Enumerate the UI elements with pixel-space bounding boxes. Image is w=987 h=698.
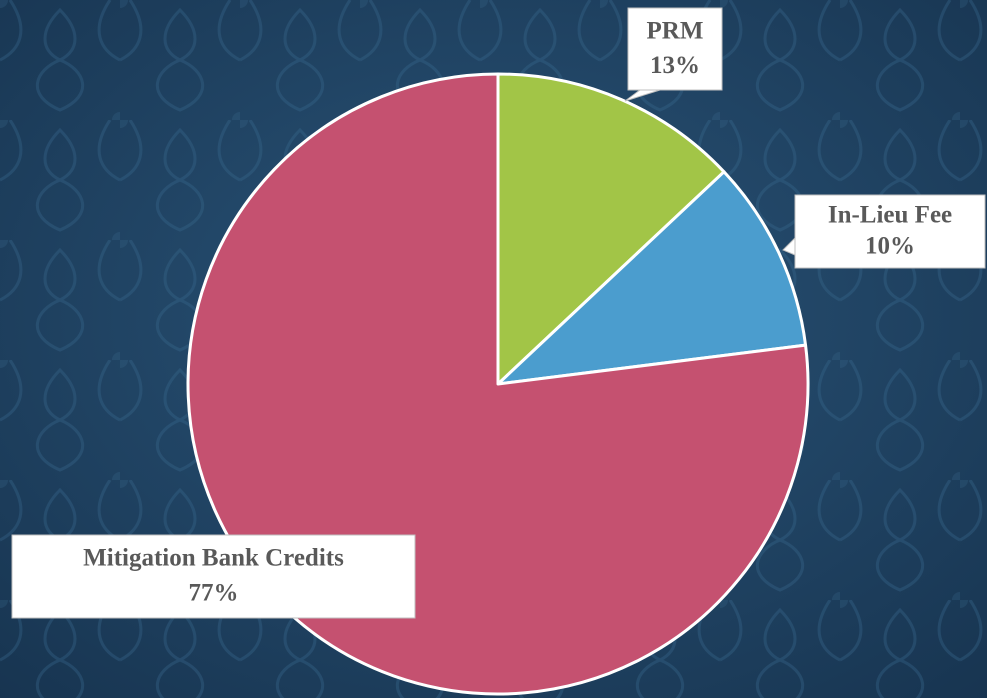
label-pointer	[624, 89, 661, 102]
label-box	[627, 7, 723, 91]
data-labels: PRM 13% In-Lieu Fee 10% Mitigation Bank Cred…	[11, 7, 986, 619]
pie-slice	[496, 170, 808, 386]
label-category: Mitigation Bank Credits	[83, 545, 344, 572]
label-value: 77%	[189, 579, 239, 606]
label-value: 10%	[865, 232, 915, 259]
label-category: PRM	[647, 17, 704, 44]
label-value: 13%	[650, 52, 700, 79]
label-pointer	[782, 237, 796, 256]
label-box	[11, 534, 416, 619]
label-category: In-Lieu Fee	[828, 202, 952, 229]
pie-slice	[496, 72, 726, 386]
label-box	[794, 194, 986, 269]
